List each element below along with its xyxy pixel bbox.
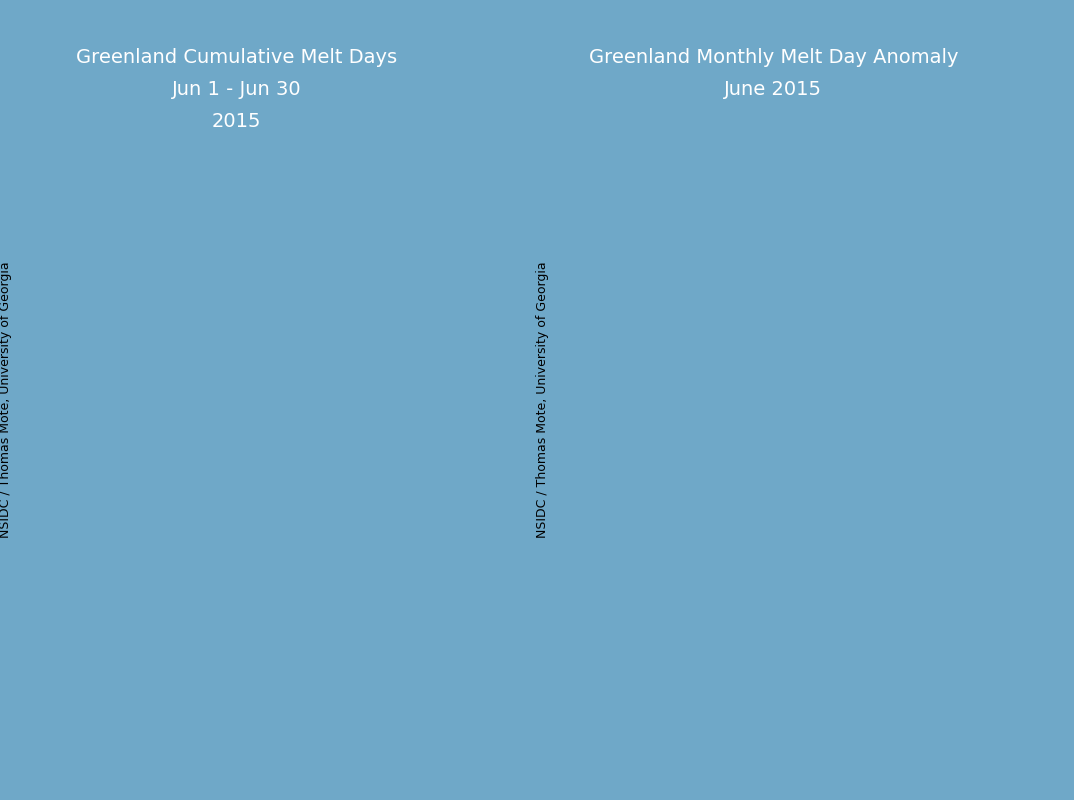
Text: Greenland Monthly Melt Day Anomaly: Greenland Monthly Melt Day Anomaly: [589, 48, 958, 67]
Text: Greenland Cumulative Melt Days: Greenland Cumulative Melt Days: [76, 48, 396, 67]
Text: NSIDC / Thomas Mote, University of Georgia: NSIDC / Thomas Mote, University of Georg…: [536, 262, 549, 538]
Text: 2015: 2015: [212, 112, 261, 131]
Text: Jun 1 - Jun 30: Jun 1 - Jun 30: [172, 80, 301, 99]
Text: June 2015: June 2015: [724, 80, 823, 99]
Text: NSIDC / Thomas Mote, University of Georgia: NSIDC / Thomas Mote, University of Georg…: [0, 262, 12, 538]
